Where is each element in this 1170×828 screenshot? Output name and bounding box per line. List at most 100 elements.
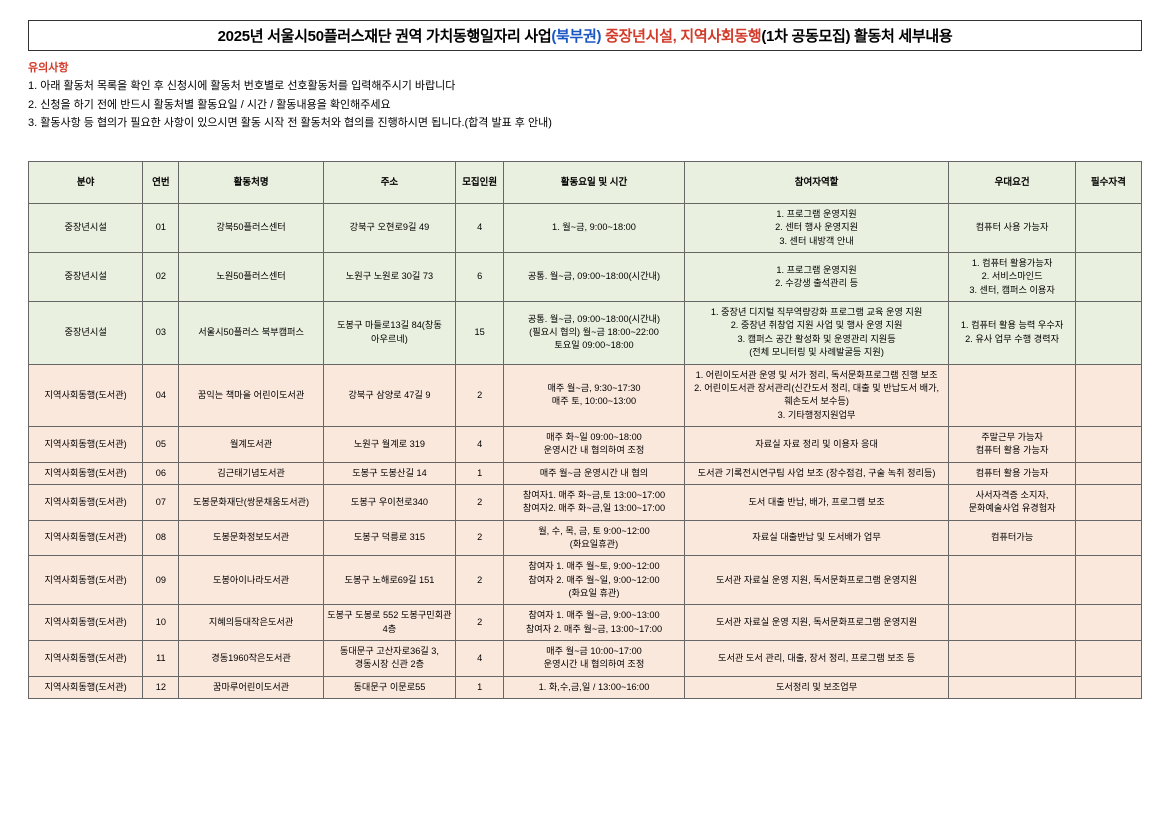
cell-sched: 1. 화,수,금,일 / 13:00~16:00: [504, 676, 684, 698]
cell-role: 도서 대출 반납, 배가, 프로그램 보조: [684, 484, 949, 520]
cell-addr: 도봉구 노해로69길 151: [323, 556, 455, 605]
cell-pref: 컴퓨터가능: [949, 520, 1075, 556]
table-row: 지역사회동행(도서관)06김근태기념도서관도봉구 도봉산길 141매주 월~금 …: [29, 462, 1142, 484]
cell-field: 지역사회동행(도서관): [29, 484, 143, 520]
cell-field: 지역사회동행(도서관): [29, 556, 143, 605]
table-row: 지역사회동행(도서관)04꿈익는 책마을 어린이도서관강북구 삼양로 47길 9…: [29, 364, 1142, 426]
cell-no: 05: [143, 426, 179, 462]
cell-name: 도봉문화정보도서관: [179, 520, 323, 556]
cell-name: 도봉문화재단(쌍문채움도서관): [179, 484, 323, 520]
cell-name: 노원50플러스센터: [179, 253, 323, 302]
cell-pref: [949, 641, 1075, 677]
cell-role: 도서관 자료실 운영 지원, 독서문화프로그램 운영지원: [684, 605, 949, 641]
cell-req: [1075, 676, 1141, 698]
cell-name: 도봉아이나라도서관: [179, 556, 323, 605]
cell-pref: [949, 556, 1075, 605]
cell-role: 1. 어린이도서관 운영 및 서가 정리, 독서문화프로그램 진행 보조 2. …: [684, 364, 949, 426]
cell-role: 1. 프로그램 운영지원 2. 수강생 출석관리 등: [684, 253, 949, 302]
notice-header: 유의사항: [28, 59, 1142, 75]
cell-addr: 도봉구 도봉산길 14: [323, 462, 455, 484]
title-part4: (1차 공동모집) 활동처 세부내용: [761, 28, 952, 45]
table-header-row: 분야 연번 활동처명 주소 모집인원 활동요일 및 시간 참여자역할 우대요건 …: [29, 162, 1142, 204]
cell-sched: 매주 화~일 09:00~18:00 운영시간 내 협의하여 조정: [504, 426, 684, 462]
cell-no: 08: [143, 520, 179, 556]
cell-sched: 매주 월~금 운영시간 내 협의: [504, 462, 684, 484]
cell-req: [1075, 302, 1141, 364]
cell-field: 지역사회동행(도서관): [29, 520, 143, 556]
cell-recruit: 15: [456, 302, 504, 364]
cell-no: 02: [143, 253, 179, 302]
cell-recruit: 2: [456, 484, 504, 520]
table-row: 중장년시설01강북50플러스센터강북구 오현로9길 4941. 월~금, 9:0…: [29, 204, 1142, 253]
cell-role: 도서관 기록전시연구팀 사업 보조 (장수점검, 구술 녹취 정리등): [684, 462, 949, 484]
cell-pref: 1. 컴퓨터 활용 능력 우수자 2. 유사 업무 수행 경력자: [949, 302, 1075, 364]
notice-item: 3. 활동사항 등 협의가 필요한 사항이 있으시면 활동 시작 전 활동처와 …: [28, 114, 1142, 133]
col-recruit: 모집인원: [456, 162, 504, 204]
cell-role: 도서관 도서 관리, 대출, 장서 정리, 프로그램 보조 등: [684, 641, 949, 677]
notice-item: 1. 아래 활동처 목록을 확인 후 신청시에 활동처 번호별로 선호활동처를 …: [28, 77, 1142, 96]
cell-recruit: 6: [456, 253, 504, 302]
cell-req: [1075, 204, 1141, 253]
activity-table: 분야 연번 활동처명 주소 모집인원 활동요일 및 시간 참여자역할 우대요건 …: [28, 161, 1142, 699]
title-part3: 중장년시설, 지역사회동행: [601, 28, 761, 45]
cell-pref: 컴퓨터 사용 가능자: [949, 204, 1075, 253]
cell-pref: [949, 364, 1075, 426]
cell-addr: 도봉구 덕릉로 315: [323, 520, 455, 556]
cell-req: [1075, 556, 1141, 605]
cell-addr: 노원구 월계로 319: [323, 426, 455, 462]
col-no: 연번: [143, 162, 179, 204]
title-part2: (북부권): [551, 28, 601, 45]
col-sched: 활동요일 및 시간: [504, 162, 684, 204]
cell-sched: 공통. 월~금, 09:00~18:00(시간내) (필요시 협의) 월~금 1…: [504, 302, 684, 364]
cell-field: 지역사회동행(도서관): [29, 676, 143, 698]
cell-sched: 매주 월~금 10:00~17:00 운영시간 내 협의하여 조정: [504, 641, 684, 677]
cell-field: 지역사회동행(도서관): [29, 605, 143, 641]
table-row: 중장년시설02노원50플러스센터노원구 노원로 30길 736공통. 월~금, …: [29, 253, 1142, 302]
title-box: 2025년 서울시50플러스재단 권역 가치동행일자리 사업(북부권) 중장년시…: [28, 20, 1142, 51]
cell-name: 꿈마루어린이도서관: [179, 676, 323, 698]
cell-pref: [949, 605, 1075, 641]
cell-recruit: 2: [456, 605, 504, 641]
cell-no: 03: [143, 302, 179, 364]
cell-sched: 월, 수, 목, 금, 토 9:00~12:00 (화요일휴관): [504, 520, 684, 556]
cell-req: [1075, 253, 1141, 302]
col-pref: 우대요건: [949, 162, 1075, 204]
notice-list: 1. 아래 활동처 목록을 확인 후 신청시에 활동처 번호별로 선호활동처를 …: [28, 77, 1142, 133]
cell-field: 지역사회동행(도서관): [29, 364, 143, 426]
cell-name: 서울시50플러스 북부캠퍼스: [179, 302, 323, 364]
cell-field: 중장년시설: [29, 204, 143, 253]
cell-req: [1075, 462, 1141, 484]
cell-req: [1075, 520, 1141, 556]
cell-no: 11: [143, 641, 179, 677]
cell-field: 중장년시설: [29, 302, 143, 364]
col-role: 참여자역할: [684, 162, 949, 204]
table-row: 지역사회동행(도서관)08도봉문화정보도서관도봉구 덕릉로 3152월, 수, …: [29, 520, 1142, 556]
table-row: 중장년시설03서울시50플러스 북부캠퍼스도봉구 마들로13길 84(창동 아우…: [29, 302, 1142, 364]
cell-addr: 강북구 오현로9길 49: [323, 204, 455, 253]
cell-no: 07: [143, 484, 179, 520]
cell-no: 10: [143, 605, 179, 641]
cell-sched: 참여자 1. 매주 월~금, 9:00~13:00 참여자 2. 매주 월~금,…: [504, 605, 684, 641]
cell-name: 경동1960작은도서관: [179, 641, 323, 677]
cell-no: 06: [143, 462, 179, 484]
cell-name: 꿈익는 책마을 어린이도서관: [179, 364, 323, 426]
cell-no: 01: [143, 204, 179, 253]
cell-role: 도서관 자료실 운영 지원, 독서문화프로그램 운영지원: [684, 556, 949, 605]
cell-recruit: 2: [456, 364, 504, 426]
cell-recruit: 1: [456, 676, 504, 698]
cell-addr: 동대문구 이문로55: [323, 676, 455, 698]
cell-sched: 1. 월~금, 9:00~18:00: [504, 204, 684, 253]
cell-no: 09: [143, 556, 179, 605]
cell-no: 12: [143, 676, 179, 698]
cell-name: 강북50플러스센터: [179, 204, 323, 253]
cell-role: 자료실 자료 정리 및 이용자 응대: [684, 426, 949, 462]
cell-addr: 도봉구 마들로13길 84(창동 아우르네): [323, 302, 455, 364]
cell-field: 지역사회동행(도서관): [29, 426, 143, 462]
cell-role: 1. 프로그램 운영지원 2. 센터 행사 운영지원 3. 센터 내방객 안내: [684, 204, 949, 253]
cell-pref: 컴퓨터 활용 가능자: [949, 462, 1075, 484]
cell-recruit: 1: [456, 462, 504, 484]
title-part1: 2025년 서울시50플러스재단 권역 가치동행일자리 사업: [218, 28, 552, 45]
cell-role: 1. 중장년 디지털 직무역량강화 프로그램 교육 운영 지원 2. 중장년 취…: [684, 302, 949, 364]
cell-pref: 주말근무 가능자 컴퓨터 활용 가능자: [949, 426, 1075, 462]
cell-sched: 매주 월~금, 9:30~17:30 매주 토, 10:00~13:00: [504, 364, 684, 426]
